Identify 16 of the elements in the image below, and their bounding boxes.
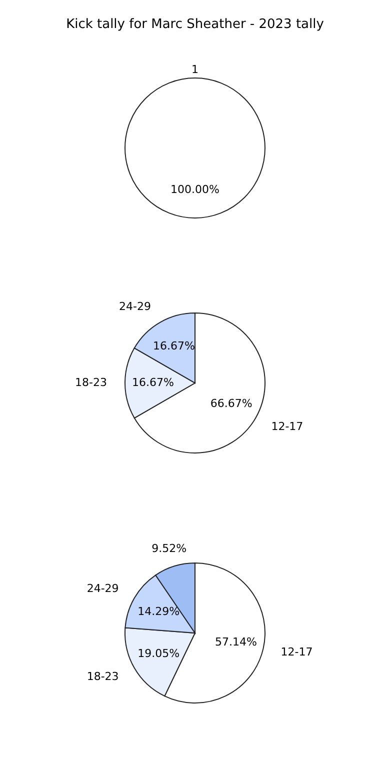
chart-title: Kick tally for Marc Sheather - 2023 tally bbox=[66, 17, 324, 32]
data-label: 19.05% bbox=[138, 647, 180, 660]
data-label: 9.52% bbox=[152, 542, 187, 555]
data-label: 16.67% bbox=[153, 340, 195, 353]
slice-label: 24-29 bbox=[119, 300, 151, 313]
slice-label: 24-29 bbox=[86, 582, 119, 596]
slice-label: 18-23 bbox=[86, 670, 119, 684]
data-label: 100.00% bbox=[170, 183, 220, 196]
slice-label: 12-17 bbox=[271, 420, 304, 434]
data-label: 14.29% bbox=[138, 604, 180, 618]
data-label: 57.14% bbox=[214, 635, 257, 648]
data-label: 16.67% bbox=[132, 376, 174, 390]
data-label: 66.67% bbox=[210, 396, 252, 410]
slice-label: 1 bbox=[192, 63, 198, 76]
slice-label: 12-17 bbox=[280, 646, 313, 659]
slice-label: 18-23 bbox=[75, 376, 107, 390]
